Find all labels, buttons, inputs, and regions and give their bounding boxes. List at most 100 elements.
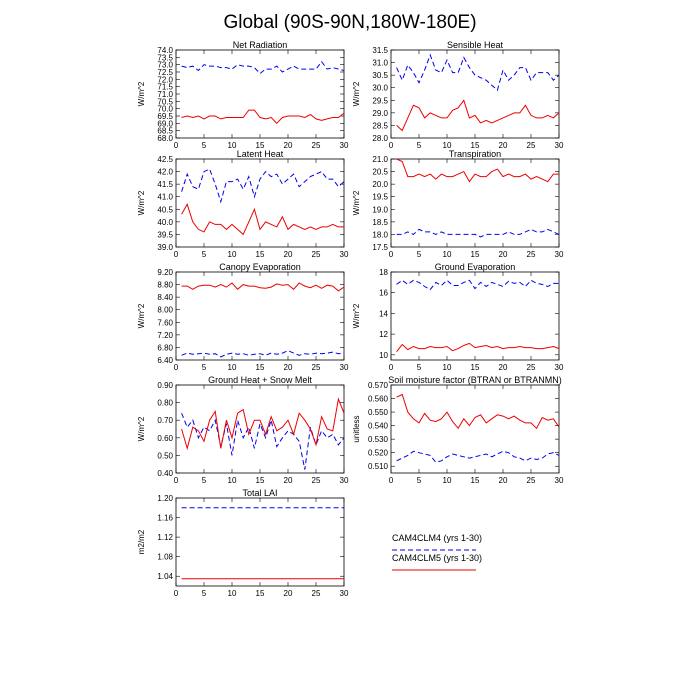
y-tick-label: 0.510 xyxy=(368,462,389,471)
x-tick-label: 25 xyxy=(527,141,536,150)
y-tick-label: 16 xyxy=(379,289,388,298)
legend: CAM4CLM4 (yrs 1-30) CAM4CLM5 (yrs 1-30) xyxy=(392,533,482,571)
x-tick-label: 30 xyxy=(340,589,349,598)
x-tick-label: 20 xyxy=(284,476,293,485)
y-tick-label: 1.08 xyxy=(157,553,173,562)
series-line-clm4 xyxy=(181,350,345,358)
y-axis-label: W/m^2 xyxy=(137,190,146,215)
x-tick-label: 20 xyxy=(499,141,508,150)
y-tick-label: 1.04 xyxy=(157,572,173,581)
y-tick-label: 0.70 xyxy=(157,416,173,425)
x-tick-label: 5 xyxy=(202,476,207,485)
series-line-clm5 xyxy=(396,342,560,353)
y-tick-label: 18.5 xyxy=(372,218,388,227)
y-tick-label: 21.0 xyxy=(372,155,388,164)
chart-panel: Net Radiation68.068.569.069.570.070.571.… xyxy=(137,40,349,150)
x-tick-label: 0 xyxy=(389,141,394,150)
y-tick-label: 40.0 xyxy=(157,218,173,227)
figure-title: Global (90S-90N,180W-180E) xyxy=(223,12,476,33)
y-tick-label: 1.16 xyxy=(157,514,173,523)
x-tick-label: 0 xyxy=(174,363,179,372)
chart-panel: Total LAI 1.04 1.08 1.12 1.16 1.20 0 5 10 15 20 25 3… xyxy=(137,488,349,598)
y-tick-label: 29.5 xyxy=(372,96,388,105)
x-tick-label: 0 xyxy=(389,363,394,372)
y-axis-label: W/m^2 xyxy=(352,190,361,215)
chart-panel: Ground Heat + Snow Melt 0.40 0.50 0.60 0.70 0… xyxy=(137,375,349,485)
x-tick-label: 5 xyxy=(417,250,422,259)
x-tick-label: 25 xyxy=(312,363,321,372)
series-line-clm5 xyxy=(396,99,560,132)
y-tick-label: 0.570 xyxy=(368,381,389,390)
y-tick-label: 17.5 xyxy=(372,243,388,252)
x-tick-label: 15 xyxy=(471,250,480,259)
y-tick-label: 29.0 xyxy=(372,109,388,118)
y-tick-label: 28.0 xyxy=(372,134,388,143)
x-tick-label: 25 xyxy=(312,589,321,598)
y-tick-label: 30.5 xyxy=(372,71,388,80)
y-axis-label: m2/m2 xyxy=(137,529,146,554)
series-line-clm5 xyxy=(181,282,345,292)
y-tick-label: 20.5 xyxy=(372,168,388,177)
y-tick-label: 72.5 xyxy=(157,68,173,77)
series-line-clm4 xyxy=(181,60,345,75)
y-tick-label: 0.80 xyxy=(157,399,173,408)
panel-grid: Net Radiation68.068.569.069.570.070.571.… xyxy=(137,40,564,598)
y-tick-label: 74.0 xyxy=(157,46,173,55)
x-tick-label: 10 xyxy=(443,476,452,485)
x-tick-label: 30 xyxy=(555,141,564,150)
y-tick-label: 42.0 xyxy=(157,168,173,177)
y-axis-label: W/m^2 xyxy=(137,416,146,441)
x-tick-label: 0 xyxy=(389,476,394,485)
y-tick-label: 0.90 xyxy=(157,381,173,390)
series-line-clm5 xyxy=(396,393,560,430)
x-tick-label: 10 xyxy=(228,141,237,150)
y-tick-label: 40.5 xyxy=(157,205,173,214)
chart-panel: Transpiration 17.5 18.0 18.5 19.0 19.5 20.0 20.… xyxy=(352,149,564,259)
x-tick-label: 30 xyxy=(340,250,349,259)
x-tick-label: 5 xyxy=(417,363,422,372)
chart-panel: Sensible Heat 28.0 28.5 29.0 29.5 30.0 30.5 31.… xyxy=(352,40,564,150)
x-tick-label: 15 xyxy=(471,476,480,485)
series-line-clm4 xyxy=(396,53,560,92)
x-tick-label: 0 xyxy=(174,141,179,150)
y-tick-label: 39.5 xyxy=(157,230,173,239)
y-tick-label: 71.0 xyxy=(157,90,173,99)
chart-panel: Latent Heat 39.0 39.5 40.0 40.5 41.0 41.5 42.0 4… xyxy=(137,149,349,259)
x-tick-label: 10 xyxy=(443,141,452,150)
panel-title: Ground Heat + Snow Melt xyxy=(208,375,312,385)
y-tick-label: 19.5 xyxy=(372,193,388,202)
x-tick-label: 0 xyxy=(174,476,179,485)
legend-label-clm4: CAM4CLM4 (yrs 1-30) xyxy=(392,533,482,543)
series-line-clm5 xyxy=(181,203,344,236)
y-tick-label: 73.5 xyxy=(157,53,173,62)
y-tick-label: 8.80 xyxy=(157,281,173,290)
x-tick-label: 30 xyxy=(555,250,564,259)
series-line-clm4 xyxy=(181,168,345,204)
y-tick-label: 71.5 xyxy=(157,83,173,92)
x-tick-label: 20 xyxy=(284,589,293,598)
y-tick-label: 68.0 xyxy=(157,134,173,143)
chart-panel: Soil moisture factor (BTRAN or BTRANMN)0… xyxy=(352,375,564,485)
y-axis-label: W/m^2 xyxy=(137,81,146,106)
x-tick-label: 30 xyxy=(340,363,349,372)
x-tick-label: 15 xyxy=(471,141,480,150)
y-tick-label: 68.5 xyxy=(157,127,173,136)
x-tick-label: 20 xyxy=(284,141,293,150)
x-tick-label: 25 xyxy=(527,363,536,372)
y-tick-label: 0.540 xyxy=(368,422,389,431)
x-tick-label: 10 xyxy=(228,476,237,485)
y-tick-label: 10 xyxy=(379,351,388,360)
y-tick-label: 12 xyxy=(379,330,388,339)
y-tick-label: 42.5 xyxy=(157,155,173,164)
x-tick-label: 20 xyxy=(284,363,293,372)
x-tick-label: 20 xyxy=(499,476,508,485)
y-tick-label: 18 xyxy=(379,268,388,277)
y-tick-label: 8.40 xyxy=(157,293,173,302)
x-tick-label: 30 xyxy=(340,476,349,485)
y-axis-label: W/m^2 xyxy=(137,303,146,328)
y-tick-label: 6.40 xyxy=(157,356,173,365)
x-tick-label: 5 xyxy=(202,250,207,259)
y-tick-label: 70.5 xyxy=(157,97,173,106)
panel-title: Ground Evaporation xyxy=(435,262,516,272)
